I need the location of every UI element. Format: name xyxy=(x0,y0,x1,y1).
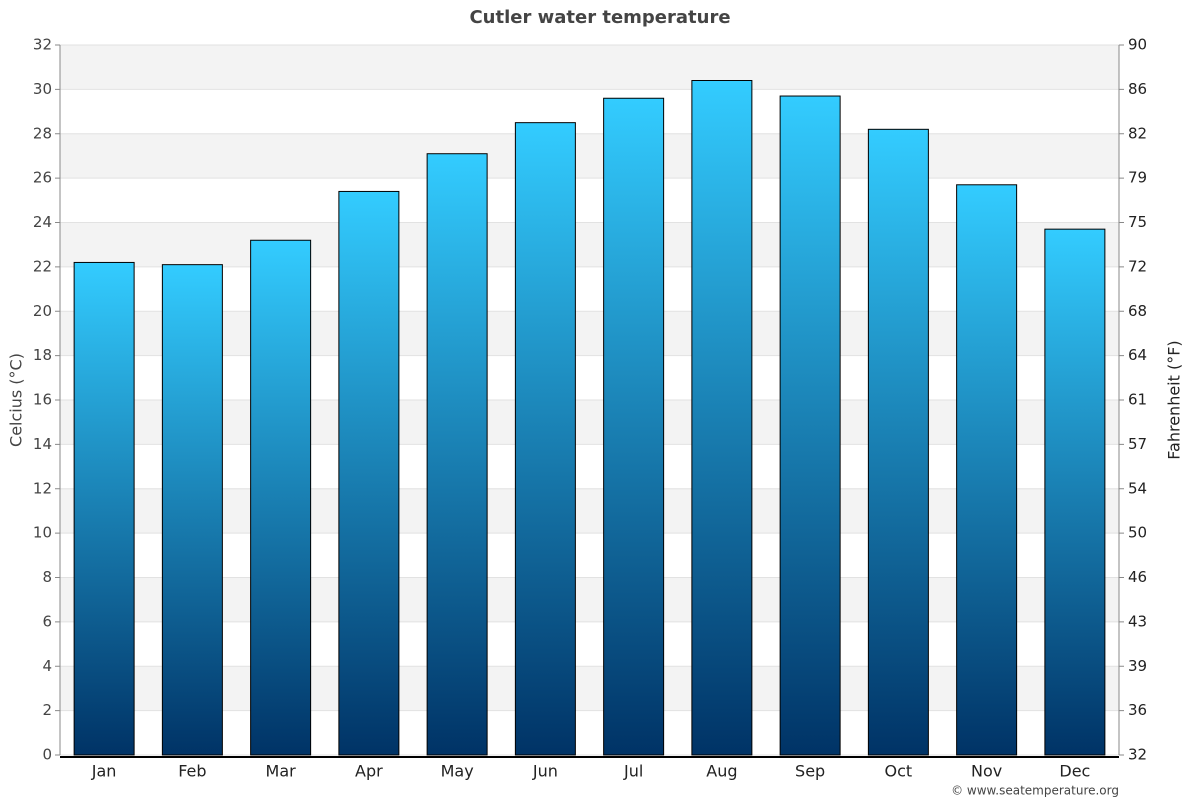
y-tick-label: 2 xyxy=(42,701,52,719)
bar xyxy=(426,153,488,756)
bar xyxy=(161,264,223,756)
y2-tick-label: 57 xyxy=(1128,435,1147,453)
x-tick-label: May xyxy=(441,762,474,781)
y-tick-label: 0 xyxy=(42,746,52,764)
y-tick-label: 32 xyxy=(33,36,52,54)
x-tick-label: Jan xyxy=(91,762,117,781)
bar xyxy=(338,190,400,756)
grid-band xyxy=(60,45,1119,90)
bar xyxy=(514,122,576,756)
y2-tick-label: 82 xyxy=(1128,124,1147,142)
x-tick-label: Apr xyxy=(355,762,383,781)
x-tick-label: Mar xyxy=(266,762,297,781)
y2-tick-label: 43 xyxy=(1128,612,1147,630)
y2-tick-label: 64 xyxy=(1128,346,1147,364)
x-tick-label: Feb xyxy=(178,762,206,781)
y2-axis-label: Fahrenheit (°F) xyxy=(1165,340,1184,459)
grid-band xyxy=(60,488,1119,534)
y-tick-label: 6 xyxy=(42,612,52,630)
y2-tick-label: 50 xyxy=(1128,524,1147,542)
x-tick-label: Jun xyxy=(532,762,558,781)
bar xyxy=(691,80,753,756)
y2-tick-label: 68 xyxy=(1128,302,1147,320)
y-tick-label: 8 xyxy=(42,568,52,586)
y-tick-label: 26 xyxy=(33,169,52,187)
bar xyxy=(250,239,312,756)
chart-title: Cutler water temperature xyxy=(469,7,730,28)
y-tick-label: 18 xyxy=(33,346,52,364)
y2-tick-label: 46 xyxy=(1128,568,1147,586)
grid-band xyxy=(60,577,1119,622)
y-tick-label: 16 xyxy=(33,391,52,409)
y-tick-label: 20 xyxy=(33,302,52,320)
y2-tick-label: 39 xyxy=(1128,657,1147,675)
grid-band xyxy=(60,222,1119,267)
bar xyxy=(603,97,665,756)
grid-band xyxy=(60,666,1119,711)
x-tick-label: Dec xyxy=(1059,762,1090,781)
bar xyxy=(956,184,1018,756)
y2-tick-label: 75 xyxy=(1128,213,1147,231)
y-tick-label: 4 xyxy=(42,657,52,675)
grid-band xyxy=(60,400,1119,445)
x-tick-label: Aug xyxy=(706,762,737,781)
grid-band xyxy=(60,311,1119,356)
y-tick-label: 24 xyxy=(33,213,52,231)
grid-band xyxy=(60,133,1119,179)
y-axis-label: Celcius (°C) xyxy=(7,353,26,447)
y2-tick-label: 72 xyxy=(1128,257,1147,275)
y-tick-label: 22 xyxy=(33,257,52,275)
bar xyxy=(1044,228,1106,756)
y-tick-label: 10 xyxy=(33,524,52,542)
y-tick-label: 12 xyxy=(33,479,52,497)
y2-tick-label: 86 xyxy=(1128,80,1147,98)
y2-tick-label: 79 xyxy=(1128,169,1147,187)
x-tick-label: Sep xyxy=(795,762,825,781)
bar xyxy=(73,261,135,756)
y2-tick-label: 61 xyxy=(1128,391,1147,409)
y-tick-label: 28 xyxy=(33,124,52,142)
x-tick-label: Oct xyxy=(885,762,913,781)
y2-tick-label: 36 xyxy=(1128,701,1147,719)
y-tick-label: 14 xyxy=(33,435,52,453)
x-tick-label: Nov xyxy=(971,762,1002,781)
y2-tick-label: 90 xyxy=(1128,36,1147,54)
y2-tick-label: 32 xyxy=(1128,746,1147,764)
y-tick-label: 30 xyxy=(33,80,52,98)
bar xyxy=(867,128,929,756)
credit: © www.seatemperature.org xyxy=(951,784,1119,798)
bar xyxy=(779,95,841,756)
x-tick-label: Jul xyxy=(623,762,643,781)
y2-tick-label: 54 xyxy=(1128,479,1147,497)
